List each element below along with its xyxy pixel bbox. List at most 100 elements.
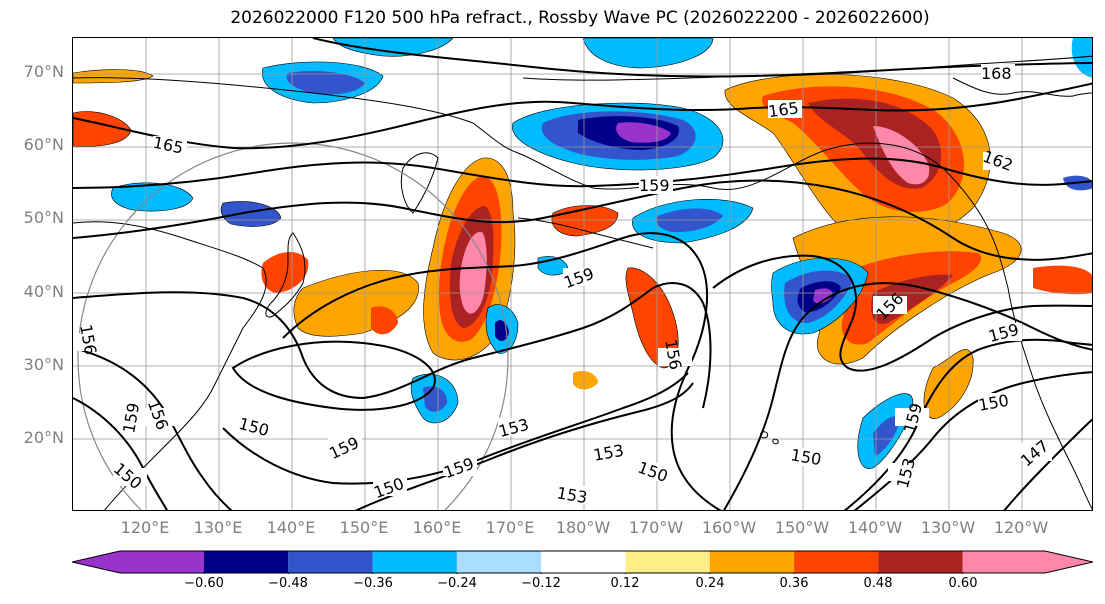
contour-165-west	[73, 82, 1092, 150]
negative-anomaly-east-tropic-core	[873, 416, 899, 456]
lon-label-150e: 150°E	[339, 518, 389, 537]
lon-label-160w: 160°W	[701, 518, 757, 537]
contour-label-156-west-2: 156	[144, 397, 172, 432]
contour-label-150-west: 150	[237, 414, 271, 440]
contour-153-east	[843, 338, 1092, 510]
contour-label-153-east: 153	[893, 456, 919, 490]
contour-156	[73, 282, 712, 409]
lat-label-30n: 30°N	[23, 355, 64, 374]
colorbar-outline	[72, 550, 1093, 574]
lon-label-140w: 140°W	[847, 518, 903, 537]
positive-anomaly-gulf-alaska-peak	[873, 126, 930, 185]
positive-anomaly-arctic-west	[73, 69, 154, 84]
lon-label-130w: 130°W	[920, 518, 976, 537]
lon-label-130e: 130°E	[193, 518, 243, 537]
contour-label-159-north: 159	[639, 176, 670, 195]
lon-label-150w: 150°W	[774, 518, 830, 537]
lat-label-40n: 40°N	[23, 282, 64, 301]
lon-label-160e: 160°E	[412, 518, 462, 537]
colorbar-segment	[878, 551, 963, 573]
positive-anomaly-west-pacific	[293, 269, 419, 337]
colorbar-label-0.60: 0.60	[948, 576, 978, 591]
negative-anomaly-arctic-1-core	[286, 71, 365, 95]
graticule	[73, 38, 1092, 510]
lat-label-70n: 70°N	[23, 62, 64, 81]
negative-anomaly-west-asia-1	[111, 182, 194, 212]
colorbar-label-neg-0.60: −0.60	[184, 576, 224, 591]
lon-label-120w: 120°W	[993, 518, 1049, 537]
lat-label-20n: 20°N	[23, 428, 64, 447]
height-contours	[73, 38, 1092, 510]
contour-label-159-west: 159	[119, 401, 143, 434]
lat-label-60n: 60°N	[23, 135, 64, 154]
colorbar-segment	[204, 551, 289, 573]
lon-label-120e: 120°E	[120, 518, 170, 537]
colorbar	[72, 550, 1093, 574]
positive-anomaly-south-pacific	[371, 306, 398, 335]
contour-label-159-southwest: 159	[326, 433, 362, 463]
contour-150-west	[73, 397, 169, 510]
lon-label-140e: 140°E	[266, 518, 316, 537]
contour-153	[73, 347, 233, 510]
map-panel: 165 168 165 162 159 159 156 159 150 159 …	[72, 37, 1093, 511]
colorbar-label-neg-0.12: −0.12	[521, 576, 561, 591]
contour-159-east	[723, 282, 1092, 510]
positive-anomaly-southeast	[923, 349, 974, 419]
contour-153-central	[354, 382, 694, 510]
reference-circle	[77, 142, 509, 510]
contour-label-153-south: 153	[592, 441, 625, 465]
map-title: 2026022000 F120 500 hPa refract., Rossby…	[230, 8, 930, 28]
negative-anomaly-arctic-2	[582, 38, 714, 69]
colorbar-label-0.36: 0.36	[779, 576, 809, 591]
colorbar-segment	[72, 551, 204, 573]
colorbar-segments	[72, 551, 1093, 573]
coast-kamchatka	[400, 152, 439, 214]
colorbar-segment	[372, 551, 457, 573]
contour-label-156-west: 156	[76, 323, 100, 356]
positive-anomaly-far-east	[1033, 265, 1092, 295]
contour-inner-low	[231, 340, 436, 411]
lat-label-50n: 50°N	[23, 208, 64, 227]
colorbar-label-0.48: 0.48	[863, 576, 893, 591]
contour-159-trough	[282, 232, 722, 510]
shaded-anomalies	[73, 38, 1092, 469]
positive-anomaly-japan	[261, 252, 309, 293]
colorbar-segment	[962, 551, 1093, 573]
contour-label-168: 168	[981, 64, 1012, 83]
colorbar-label-neg-0.36: −0.36	[353, 576, 393, 591]
colorbar-label-neg-0.24: −0.24	[437, 576, 477, 591]
coast-hawaii	[760, 431, 779, 445]
colorbar-segment	[541, 551, 626, 573]
contour-159-north	[73, 179, 1092, 261]
colorbar-segment	[794, 551, 879, 573]
coast-aleutians	[517, 217, 654, 249]
lon-label-180w: 180°W	[555, 518, 611, 537]
negative-anomaly-arctic-east	[1071, 38, 1092, 78]
positive-anomaly-tropics-center	[573, 371, 598, 390]
contour-label-165-east: 165	[767, 98, 800, 121]
colorbar-label-neg-0.48: −0.48	[268, 576, 308, 591]
contour-147	[1003, 418, 1092, 510]
contour-label-150-south: 150	[635, 458, 670, 486]
colorbar-segment	[625, 551, 710, 573]
map-canvas: 165 168 165 162 159 159 156 159 150 159 …	[73, 38, 1092, 510]
coast-canada	[952, 77, 1092, 97]
coast-east-asia	[73, 221, 267, 510]
colorbar-ticks	[203, 573, 964, 574]
lon-label-170w: 170°W	[628, 518, 684, 537]
contour-label-150-east: 150	[977, 391, 1010, 415]
negative-anomaly-eastern-trough-peak	[813, 288, 833, 304]
negative-anomaly-west-asia-2	[220, 201, 282, 227]
lon-label-170e: 170°E	[485, 518, 535, 537]
colorbar-segment	[288, 551, 373, 573]
contour-156-east	[712, 254, 1092, 372]
colorbar-label-0.12: 0.12	[610, 576, 640, 591]
contour-150-central	[222, 372, 689, 485]
coast-japan	[265, 232, 306, 318]
coast-siberia	[73, 77, 519, 154]
colorbar-segment	[709, 551, 795, 573]
negative-anomaly-arctic-3	[332, 38, 454, 57]
colorbar-label-0.24: 0.24	[695, 576, 725, 591]
contour-162	[73, 157, 1092, 189]
colorbar-segment	[456, 551, 542, 573]
